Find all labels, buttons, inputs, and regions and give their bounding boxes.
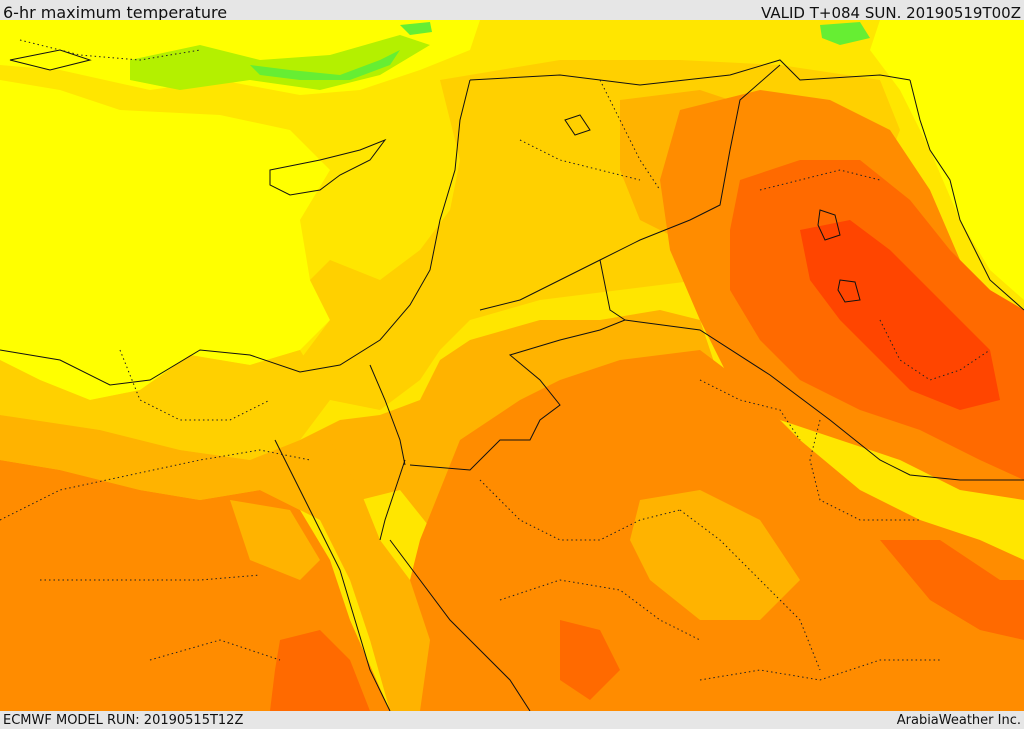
field-light-orange-redsea [320,440,430,711]
province-border-6 [809,419,920,521]
field-red-orange-iraq [800,220,1000,410]
border-egypt-israel [369,364,406,466]
border-lake-iraq-2 [837,279,861,303]
border-crete [9,49,92,71]
province-border-2 [119,349,271,421]
field-gold-egypt-coast [0,350,330,460]
border-coastline-levant [0,79,471,386]
credit-label: ArabiaWeather Inc. [896,713,1021,728]
province-border-1 [0,449,311,521]
country-borders [0,49,1024,711]
province-border-4 [679,509,821,671]
border-turkey-syria [469,59,911,86]
border-lake-iraq-1 [817,209,841,241]
model-run-label: ECMWF MODEL RUN: 20190515T12Z [3,713,244,728]
footer-bar: ECMWF MODEL RUN: 20190515T12Z ArabiaWeat… [0,711,1024,729]
field-dark-orange-egypt-south [270,630,370,711]
border-iran-iraq [909,79,1024,311]
temperature-map [0,20,1024,711]
field-light-orange-pocket-1 [630,490,800,620]
border-red-sea-east [389,539,531,711]
field-dark-orange-gulf [880,540,1024,640]
border-gulf-of-aqaba [379,459,406,541]
field-bright-yellow-mediterranean [0,80,330,400]
border-syria-iraq [479,64,781,311]
border-iraq-saudi [624,319,1024,481]
field-green-ne [820,22,870,45]
map-canvas [0,20,1024,711]
province-border-13 [699,659,940,681]
province-borders [0,39,991,681]
province-border-12 [149,639,281,661]
header-bar: 6-hr maximum temperature VALID T+084 SUN… [0,0,1024,22]
border-red-sea-west [274,439,391,711]
border-lake-syria [564,114,591,136]
field-bright-yellow-ne [870,20,1024,300]
province-border-7 [699,379,801,441]
field-light-orange-pocket-2 [230,500,320,580]
field-dark-orange-arabia-south [560,620,620,700]
border-cyprus [269,138,387,196]
map-title: 6-hr maximum temperature [3,3,228,22]
field-green-nw [400,22,432,35]
province-border-11 [40,574,261,581]
valid-time-label: VALID T+084 SUN. 20190519T00Z [761,4,1021,22]
field-green-north-2 [250,50,400,80]
